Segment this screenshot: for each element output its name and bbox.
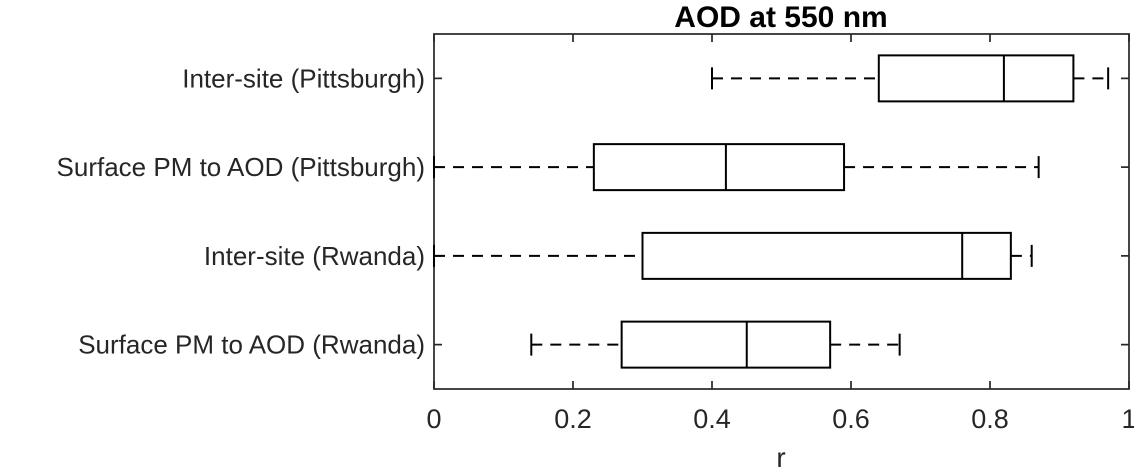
- category-label: Inter-site (Pittsburgh): [182, 63, 425, 93]
- x-tick-label: 1: [1121, 404, 1134, 434]
- x-axis-label: r: [776, 442, 785, 473]
- x-tick-label: 0.4: [693, 404, 731, 434]
- x-tick-label: 0.8: [971, 404, 1009, 434]
- category-label: Inter-site (Rwanda): [204, 241, 425, 271]
- iqr-box: [877, 54, 1075, 103]
- x-tick-label: 0: [426, 404, 441, 434]
- iqr-box: [592, 143, 846, 192]
- category-label: Surface PM to AOD (Rwanda): [78, 330, 425, 360]
- plot-border: [433, 33, 1130, 390]
- iqr-box: [641, 231, 1012, 280]
- category-label: Surface PM to AOD (Pittsburgh): [57, 152, 425, 182]
- plot-area: 0 0.2 0.4 0.6 0.8 1 Inter-site (Pittsburgh) Sur…: [57, 33, 1134, 434]
- x-tick-label: 0.2: [554, 404, 592, 434]
- x-tick-label: 0.6: [832, 404, 870, 434]
- iqr-box: [620, 320, 832, 369]
- chart-title: AOD at 550 nm: [674, 1, 887, 34]
